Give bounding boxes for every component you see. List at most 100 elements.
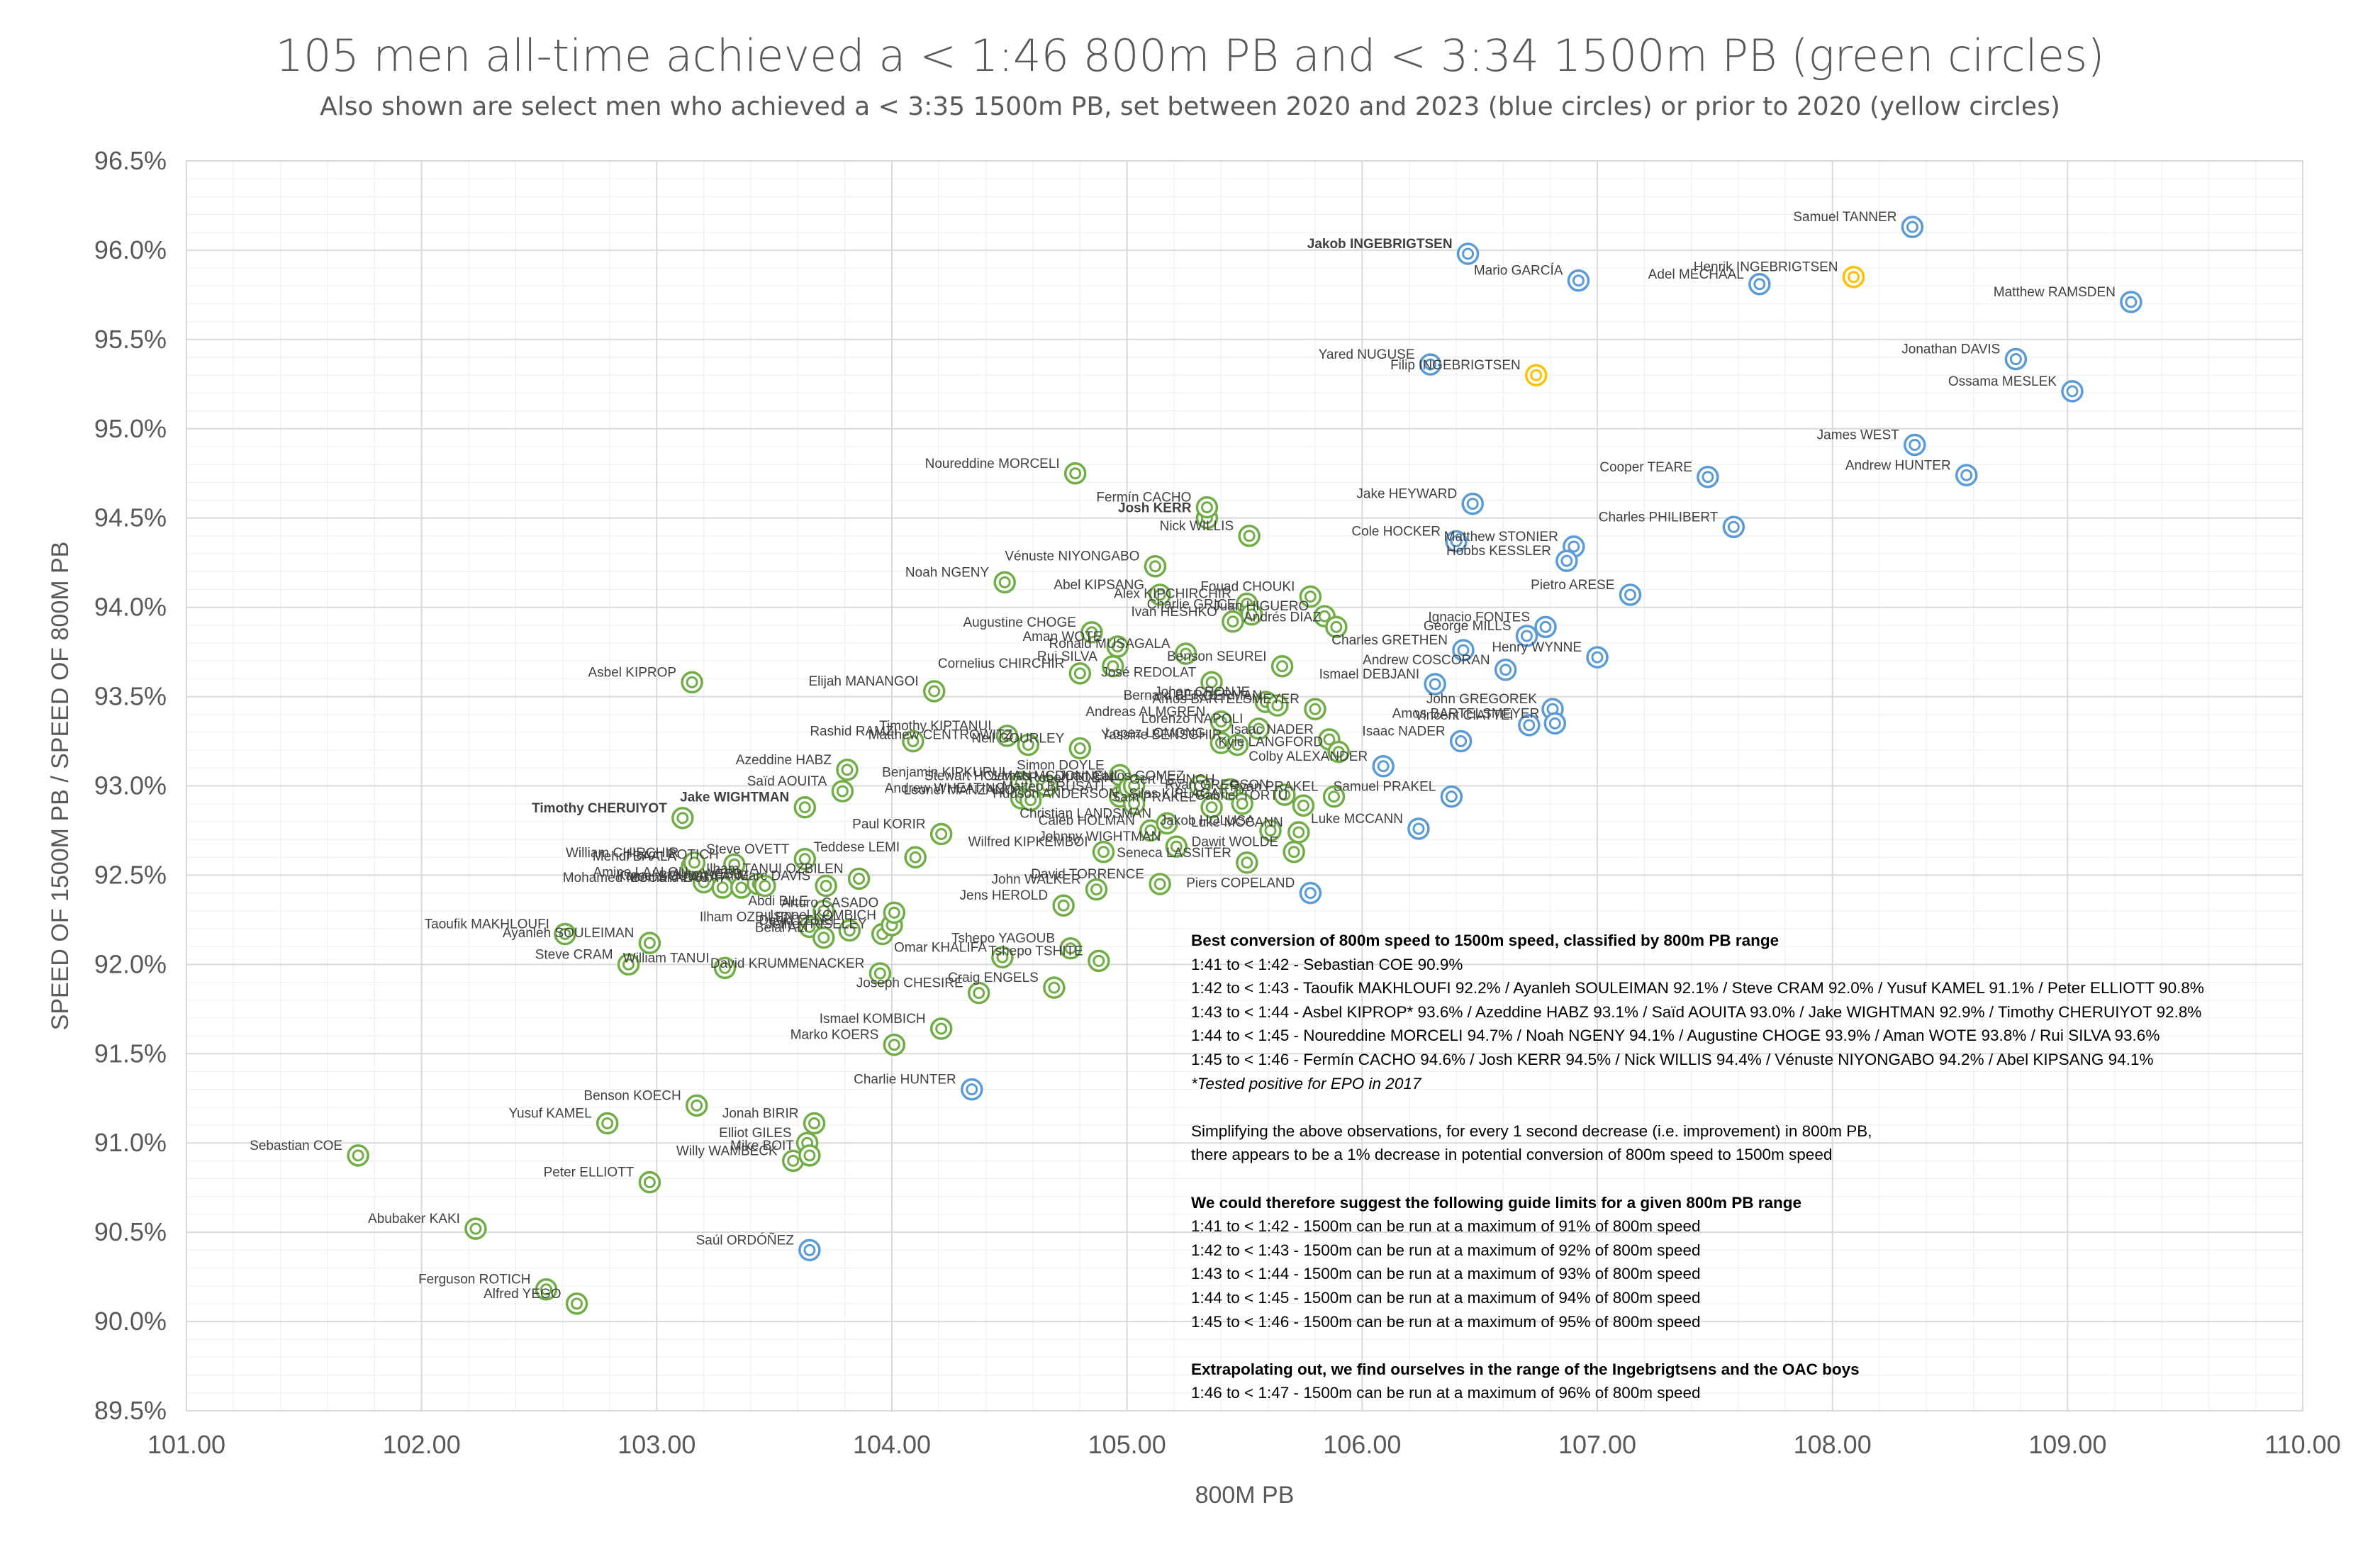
point-label: Rui SILVA [1037,649,1097,664]
point-outer-ring [1088,949,1110,973]
point-outer-ring [1200,671,1223,694]
point-inner-ring [1252,722,1265,735]
data-point [1322,785,1346,808]
point-inner-ring [698,876,710,889]
data-point [535,1278,558,1301]
point-outer-ring [1068,662,1092,685]
point-inner-ring [1304,591,1317,603]
point-label: Ismael DEBJANI [1319,667,1419,682]
x-tick-label: 106.00 [1323,1430,1401,1459]
data-point [1407,817,1430,840]
data-point [1372,755,1395,778]
note-line: 1:45 to < 1:46 - Fermín CACHO 94.6% / Jo… [1191,1050,2154,1068]
point-outer-ring [681,671,703,694]
data-point [1144,554,1167,578]
point-outer-ring [1299,585,1322,608]
data-point [781,1149,805,1173]
point-label: Vénuste NIYONGABO [1005,549,1139,564]
point-inner-ring [1041,780,1054,792]
point-label: Andreas ALMGREN [1085,705,1205,720]
data-point [1068,737,1092,760]
point-outer-ring [1543,712,1567,735]
point-label: Isaac NADER [1231,722,1314,737]
point-outer-ring [902,730,924,753]
point-label: Adel MECHAAL [1648,267,1744,282]
point-outer-ring [1525,364,1548,386]
point-label: Juan Carlos GOMEZ [1059,769,1185,784]
point-inner-ring [1287,846,1300,859]
data-point [1452,639,1475,661]
point-label: Lopez LOMONG [1105,726,1206,741]
point-inner-ring [759,880,771,893]
point-label: Craig ENGELS [948,971,1039,985]
note-line: there appears to be a 1% decrease in pot… [1191,1146,1833,1164]
point-label: Alan WEBB [672,867,742,882]
point-outer-ring [1322,785,1346,808]
point-label: Amine LAALOU [593,866,688,881]
point-outer-ring [929,1017,953,1040]
point-inner-ring [1377,760,1390,773]
data-point [1283,840,1305,863]
data-point [754,874,776,898]
point-inner-ring [1960,469,1973,481]
data-point [2120,291,2142,313]
point-inner-ring [1906,220,1918,233]
point-inner-ring [688,856,700,869]
point-outer-ring [793,848,817,871]
point-label: Caleb HOLMAN [1039,813,1135,828]
point-label: Aman WOTE [1022,630,1102,644]
point-outer-ring [1122,792,1146,815]
point-inner-ring [888,906,900,919]
point-outer-ring [1036,774,1058,798]
note-line: We could therefore suggest the following… [1191,1193,1801,1212]
point-inner-ring [1304,887,1317,900]
data-point [1419,353,1442,376]
point-inner-ring [1264,824,1277,837]
note-line: 1:43 to < 1:44 - 1500m can be run at a m… [1191,1265,1701,1283]
point-label: William CHIRCHIR [566,846,678,861]
point-label: Wilfred KIPKEMBOI [968,835,1088,850]
point-inner-ring [2125,296,2138,308]
data-point [1156,812,1178,835]
point-label: Marc DAVIS [737,869,810,884]
data-point [1195,496,1219,519]
point-inner-ring [716,881,729,894]
point-outer-ring [1174,642,1197,665]
point-inner-ring [935,1022,948,1035]
point-inner-ring [1107,660,1119,673]
point-label: Belal ALI [755,921,808,936]
point-inner-ring [1466,498,1479,510]
point-inner-ring [803,1243,816,1256]
point-outer-ring [1052,894,1075,917]
point-label: Benson SEUREI [1167,649,1266,664]
data-point [1525,364,1548,386]
data-point [922,680,946,703]
chart-subtitle: Also shown are select men who achieved a… [320,92,2060,121]
point-label: Teddese LEMI [814,840,900,855]
point-label: José REDOLAT [1101,665,1196,680]
point-outer-ring [1149,873,1171,895]
point-inner-ring [571,1297,583,1310]
data-point [1231,792,1253,815]
data-point [1270,655,1294,678]
point-outer-ring [1247,717,1270,740]
point-label: Jeffrey RISELEY [766,917,868,932]
point-outer-ring [1063,462,1087,485]
data-point [671,807,694,829]
point-inner-ring [1548,717,1561,730]
point-outer-ring [1904,433,1926,457]
data-point [1266,694,1289,717]
point-inner-ring [1128,798,1141,810]
point-inner-ring [1278,788,1291,801]
y-tick-label: 92.0% [94,949,167,978]
point-outer-ring [929,822,953,846]
point-inner-ring [1093,954,1105,967]
point-outer-ring [596,1112,619,1135]
point-label: Mario GARCÍA [1474,264,1563,279]
point-outer-ring [1236,851,1258,874]
data-point [1555,549,1578,572]
point-label: Timothy KIPTANUI [879,719,991,734]
point-label: Arturo CASADO [781,895,878,910]
